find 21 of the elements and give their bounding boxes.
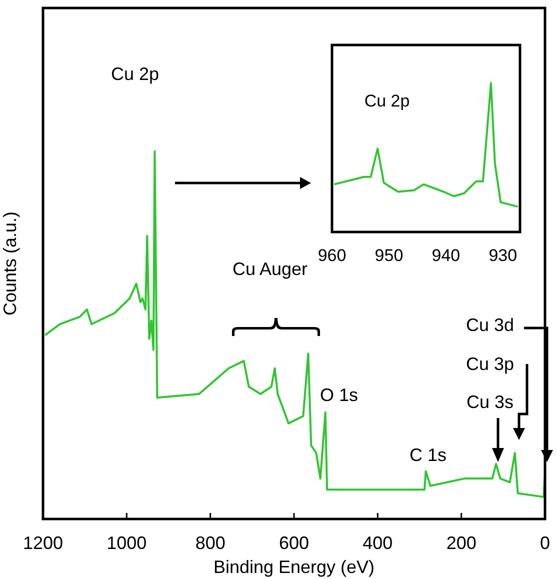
annotation: O 1s <box>320 384 358 405</box>
x-tick-label: 950 <box>374 246 404 265</box>
annotation: Cu Auger <box>232 258 308 279</box>
x-axis-title: Binding Energy (eV) <box>213 557 375 578</box>
annotation: Cu 3d <box>466 314 514 335</box>
annotation: Cu 3p <box>466 354 514 374</box>
x-tick-label: 960 <box>318 246 346 265</box>
annotation: C 1s <box>409 444 447 465</box>
x-tick-label: 800 <box>195 532 226 553</box>
x-tick-label: 940 <box>432 246 460 265</box>
x-tick-label: 1200 <box>22 532 64 553</box>
x-tick-label: 1000 <box>106 532 147 553</box>
x-tick-label: 400 <box>362 532 393 553</box>
x-tick-label: 200 <box>446 532 476 553</box>
x-tick-label: 0 <box>540 532 550 553</box>
annotation: Cu 3s <box>466 392 514 412</box>
x-tick-label: 600 <box>278 532 310 553</box>
text: Cu 2p <box>110 64 160 84</box>
annotation: Cu 2p <box>364 92 410 111</box>
y-axis-title: Counts (a.u.) <box>0 211 20 316</box>
x-tick-label: 930 <box>488 246 518 265</box>
